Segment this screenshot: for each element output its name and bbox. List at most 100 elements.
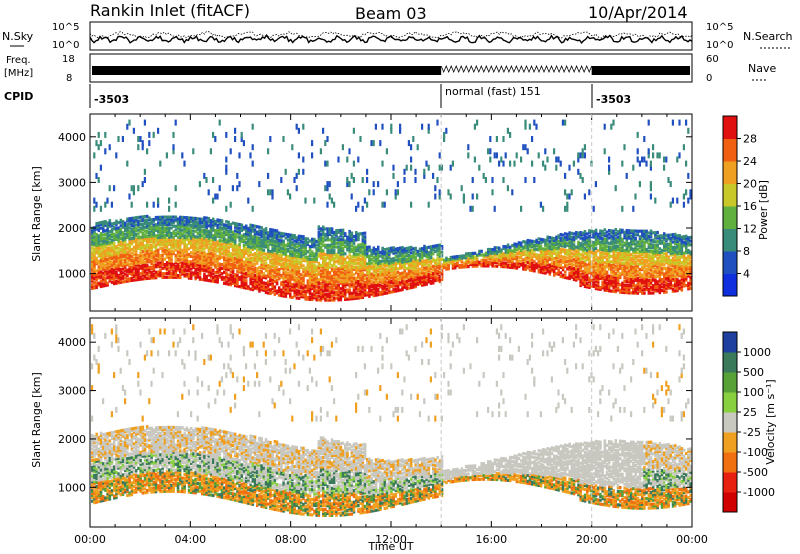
power-cell-1837 — [231, 243, 235, 247]
power-cell-1372 — [196, 261, 200, 265]
power-cell-4741 — [533, 243, 536, 247]
power-cell-1426 — [201, 265, 204, 269]
power-cell-209 — [104, 238, 107, 242]
power-cell-2870 — [311, 239, 314, 243]
power-cell-3648 — [368, 280, 371, 284]
power-cell-573 — [132, 247, 136, 251]
power-cell-4606 — [511, 249, 514, 253]
power-cell-2487 — [282, 272, 285, 276]
power-cell-4002 — [403, 265, 406, 269]
power-cell-3137 — [330, 278, 334, 282]
power-cell-3777 — [381, 292, 384, 296]
power-cell-2261 — [264, 267, 268, 271]
power-cell-724 — [143, 238, 147, 242]
power-cell-1657 — [218, 268, 222, 272]
power-cell-3793 — [381, 254, 384, 258]
power-cell-4649 — [520, 252, 523, 256]
power-cell-1909 — [238, 268, 241, 272]
power-cell-3735 — [374, 123, 377, 130]
power-cell-4413 — [469, 262, 472, 267]
power-cell-858 — [154, 259, 158, 263]
power-cell-2139 — [256, 287, 259, 291]
power-cell-1347 — [194, 255, 197, 259]
power-cell-3792 — [381, 255, 384, 259]
power-cell-1842 — [231, 232, 235, 236]
power-cell-1719 — [223, 239, 226, 243]
power-cell-3967 — [399, 250, 402, 254]
power-cell-3378 — [348, 282, 351, 286]
power-cell-1004 — [165, 230, 169, 234]
power-cell-1460 — [203, 256, 206, 260]
power-cell-2563 — [289, 290, 292, 294]
power-cell-1589 — [212, 228, 215, 232]
power-cell-1569 — [212, 279, 215, 283]
power-cell-3750 — [377, 260, 380, 264]
power-cell-1432 — [201, 254, 204, 258]
power-cell-2028 — [247, 265, 250, 269]
power-cell-2962 — [319, 294, 323, 298]
power-cell-4361 — [451, 261, 455, 265]
power-cell-1912 — [238, 263, 241, 267]
power-cell-3109 — [328, 271, 332, 275]
power-cell-1872 — [234, 223, 237, 227]
power-cell-2027 — [247, 266, 250, 271]
power-cell-3052 — [324, 234, 327, 238]
power-cell-976 — [163, 233, 167, 237]
power-cell-2539 — [286, 282, 290, 286]
power-cell-3937 — [396, 279, 400, 283]
power-cell-4217 — [427, 263, 431, 268]
power-cell-3709 — [372, 140, 375, 147]
power-cell-3374 — [348, 291, 351, 296]
power-cell-1592 — [212, 223, 215, 227]
power-cell-356 — [115, 234, 118, 238]
power-cell-2981 — [319, 247, 323, 251]
power-cell-3045 — [324, 260, 327, 264]
power-cell-2548 — [286, 264, 290, 268]
power-cell-4811 — [544, 266, 547, 270]
power-cell-310 — [113, 276, 116, 280]
power-cell-3626 — [366, 271, 369, 275]
power-cell-2358 — [271, 241, 274, 245]
power-cell-1869 — [234, 232, 237, 237]
power-cell-172 — [102, 249, 105, 253]
power-cell-3733 — [374, 249, 378, 253]
power-cell-1707 — [223, 267, 226, 271]
power-cell-418 — [119, 224, 123, 228]
power-cell-400 — [119, 268, 123, 272]
power-cell-3019 — [322, 236, 325, 240]
power-cell-3406 — [350, 297, 354, 301]
power-cell-2777 — [304, 268, 307, 272]
power-cell-4065 — [410, 260, 413, 264]
power-cell-296 — [110, 242, 114, 246]
power-cell-1050 — [170, 262, 173, 267]
power-cell-2126 — [253, 252, 257, 256]
power-cell-701 — [141, 218, 145, 223]
power-cell-4469 — [484, 258, 488, 262]
power-cell-3048 — [324, 252, 327, 257]
power-cell-4419 — [469, 205, 472, 212]
power-cell-1405 — [198, 250, 202, 254]
power-cell-1266 — [187, 265, 191, 269]
power-cell-1781 — [227, 237, 230, 241]
power-cell-1713 — [223, 252, 226, 256]
power-cell-1886 — [236, 260, 239, 264]
power-cell-2997 — [322, 285, 325, 289]
power-cell-2522 — [284, 260, 288, 264]
power-cell-606 — [135, 249, 138, 253]
power-cell-3243 — [337, 239, 340, 243]
power-cell-4159 — [421, 265, 424, 269]
power-cell-2218 — [260, 244, 263, 248]
power-cell-2315 — [269, 269, 272, 274]
power-cell-1224 — [183, 234, 186, 238]
power-cell-3254 — [339, 287, 343, 291]
power-cell-4651 — [520, 248, 523, 252]
power-cell-1561 — [209, 230, 213, 234]
power-cell-1508 — [205, 177, 208, 183]
power-cell-511 — [128, 255, 131, 259]
power-cell-2632 — [293, 266, 296, 271]
power-cell-4452 — [478, 249, 481, 253]
power-cell-1070 — [170, 217, 173, 221]
power-cell-2859 — [311, 265, 314, 269]
power-cell-3929 — [394, 247, 398, 251]
power-cell-4511 — [493, 251, 497, 255]
